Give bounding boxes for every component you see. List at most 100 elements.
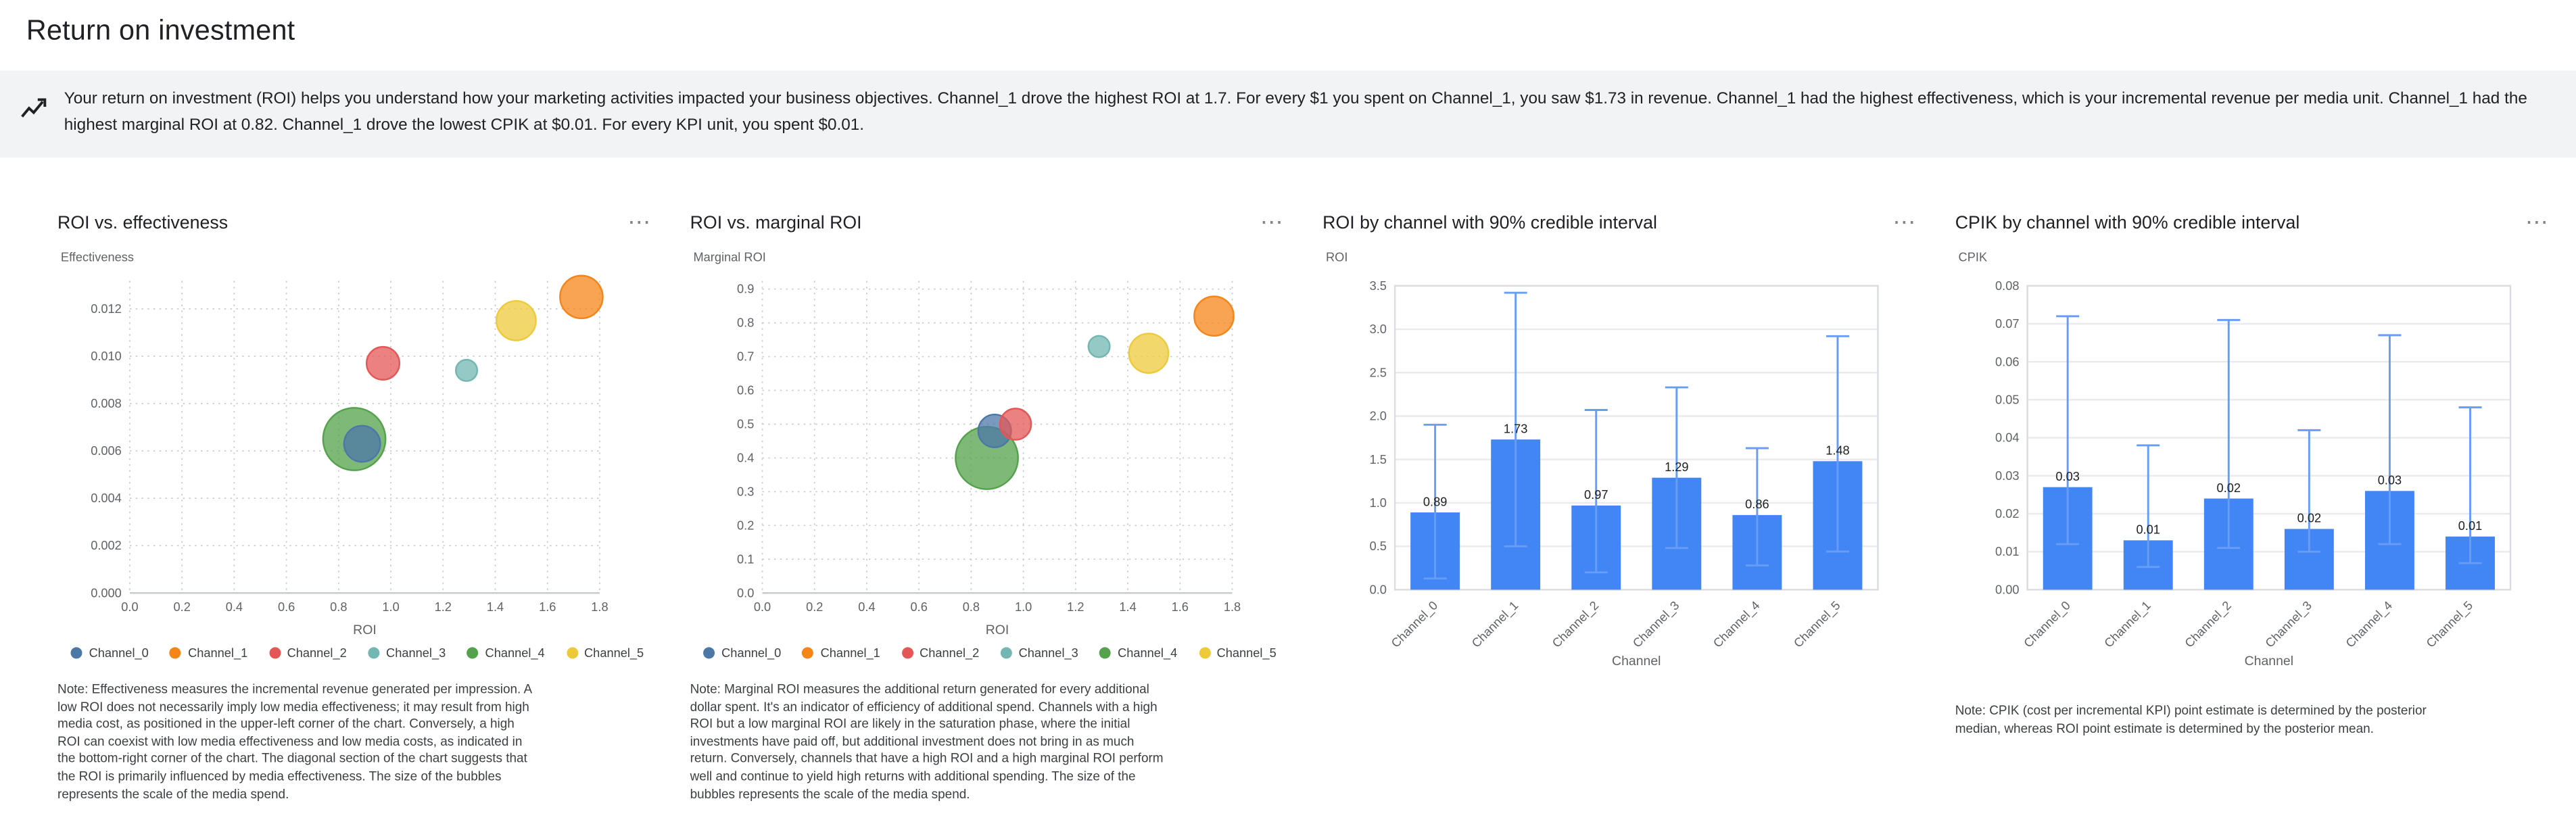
more-options-icon: ⋯ [1892,208,1916,235]
y-tick-label: 0.000 [91,586,122,600]
y-tick-label: 0.008 [91,397,122,410]
y-tick-label: 0.1 [737,552,754,566]
plot-border [2026,285,2512,591]
legend-label: Channel_4 [1118,645,1178,660]
more-options-button[interactable]: ⋯ [621,210,657,233]
legend-item-Channel_5: Channel_5 [1198,645,1277,660]
x-tick-label: Channel_2 [2183,598,2235,650]
chart-title: ROI by channel with 90% credible interva… [1322,213,1657,234]
legend-dot [703,647,715,659]
bubble-Channel_2 [999,408,1032,441]
bar-value-label: 1.48 [1826,444,1849,458]
y-tick-label: 0.006 [91,444,122,458]
legend-label: Channel_2 [920,645,980,660]
chart-card-cpik-by-channel: CPIK by channel with 90% credible interv… [1955,210,2555,738]
bar-value-label: 1.29 [1665,460,1688,474]
legend-label: Channel_3 [386,645,446,660]
legend-label: Channel_3 [1018,645,1078,660]
legend-dot [170,647,182,659]
more-options-icon: ⋯ [1260,208,1283,235]
charts-row: ROI vs. effectiveness ⋯ Effectiveness 0.… [57,210,2555,804]
x-tick-label: Channel_1 [2101,598,2153,650]
bar-value-label: 0.89 [1423,495,1447,508]
y-tick-label: 0.8 [737,316,754,330]
x-tick-label: 1.8 [1224,600,1241,614]
more-options-icon: ⋯ [627,208,651,235]
legend-dot [268,647,281,659]
x-tick-label: 1.2 [1067,600,1084,614]
y-tick-label: 0.06 [1995,355,2019,368]
more-options-button[interactable]: ⋯ [2519,210,2554,233]
card-header: CPIK by channel with 90% credible interv… [1955,210,2555,249]
x-tick-label: Channel_2 [1550,598,1602,650]
x-tick-label: 0.8 [330,600,347,614]
chart-legend: Channel_0 Channel_1 Channel_2 Channel_3 Chan… [690,646,1290,660]
bubble-Channel_1 [559,274,604,320]
x-tick-label: Channel_0 [1389,598,1441,650]
x-tick-label: 1.0 [382,600,399,614]
y-tick-label: 0.04 [1995,431,2019,445]
y-tick-label: 0.07 [1995,317,2019,331]
legend-item-Channel_4: Channel_4 [1099,646,1177,660]
legend-label: Channel_5 [1216,645,1277,660]
legend-dot [1099,647,1112,659]
legend-dot [566,647,578,659]
legend-item-Channel_4: Channel_4 [467,646,545,660]
y-axis-label: CPIK [1958,249,1988,265]
x-tick-label: 0.8 [963,600,980,614]
legend-item-Channel_1: Channel_1 [802,646,880,660]
y-tick-label: 0.2 [737,518,754,532]
roi-vs-effectiveness-chart: 0.0 0.2 0.4 0.6 0.8 1.0 1.2 1.4 1.6 1.8 0.000 0.002… [91,274,609,637]
bubble-Channel_1 [1193,295,1235,337]
card-header: ROI by channel with 90% credible interva… [1322,210,1922,249]
x-tick-label: Channel_3 [1630,598,1682,650]
legend-item-Channel_0: Channel_0 [703,646,781,660]
more-options-button[interactable]: ⋯ [1254,210,1289,233]
y-tick-label: 0.010 [91,349,122,363]
legend-item-Channel_3: Channel_3 [368,646,446,660]
y-tick-label: 0.00 [1995,583,2019,596]
y-axis-label: Effectiveness [60,249,135,265]
bubble-Channel_3 [455,358,479,382]
legend-label: Channel_2 [287,645,347,660]
card-header: ROI vs. effectiveness ⋯ [57,210,657,249]
chart-card-roi-vs-marginal-roi: ROI vs. marginal ROI ⋯ Marginal ROI 0.0 0… [690,210,1290,804]
legend-item-Channel_1: Channel_1 [170,646,247,660]
y-tick-label: 0.5 [737,418,754,431]
chart-title: ROI vs. marginal ROI [690,213,862,234]
x-axis-title: ROI [353,623,377,637]
chart-note: Note: Marginal ROI measures the addition… [690,681,1164,801]
more-options-button[interactable]: ⋯ [1886,210,1922,233]
legend-item-Channel_2: Channel_2 [901,646,979,660]
bar-value-label: 1.73 [1504,422,1527,435]
x-tick-label: Channel_0 [2021,598,2073,650]
more-options-icon: ⋯ [2525,208,2548,235]
legend-label: Channel_4 [485,645,545,660]
bar-value-label: 0.01 [2458,519,2482,533]
y-tick-label: 0.03 [1995,469,2019,483]
bubble-Channel_5 [1128,333,1170,374]
y-tick-label: 0.05 [1995,393,2019,406]
bubble-Channel_3 [1087,335,1111,358]
x-tick-label: 1.6 [1172,600,1189,614]
bar-value-label: 0.03 [2378,474,2402,487]
bar-value-label: 0.03 [2055,470,2079,483]
insight-text: Your return on investment (ROI) helps yo… [64,90,2527,135]
roi-vs-marginal-roi-chart: 0.0 0.2 0.4 0.6 0.8 1.0 1.2 1.4 1.6 1.8 0.0 0.1 0.2 0… [737,281,1241,637]
bubble-Channel_2 [365,345,401,381]
x-axis-title: Channel [2245,654,2293,669]
bar-value-label: 0.01 [2136,523,2160,537]
y-tick-label: 3.5 [1370,279,1387,293]
y-tick-label: 0.3 [737,485,754,498]
legend-item-Channel_3: Channel_3 [1000,645,1078,660]
legend-item-Channel_2: Channel_2 [268,645,347,660]
bar-value-label: 0.02 [2297,512,2321,525]
y-tick-label: 0.002 [91,539,122,552]
x-tick-label: 0.6 [278,600,295,614]
y-tick-label: 1.0 [1370,496,1387,510]
x-tick-label: 0.2 [806,600,823,614]
plot-border [1393,285,1879,591]
legend-label: Channel_1 [188,645,248,660]
y-axis-label: Marginal ROI [693,249,766,265]
